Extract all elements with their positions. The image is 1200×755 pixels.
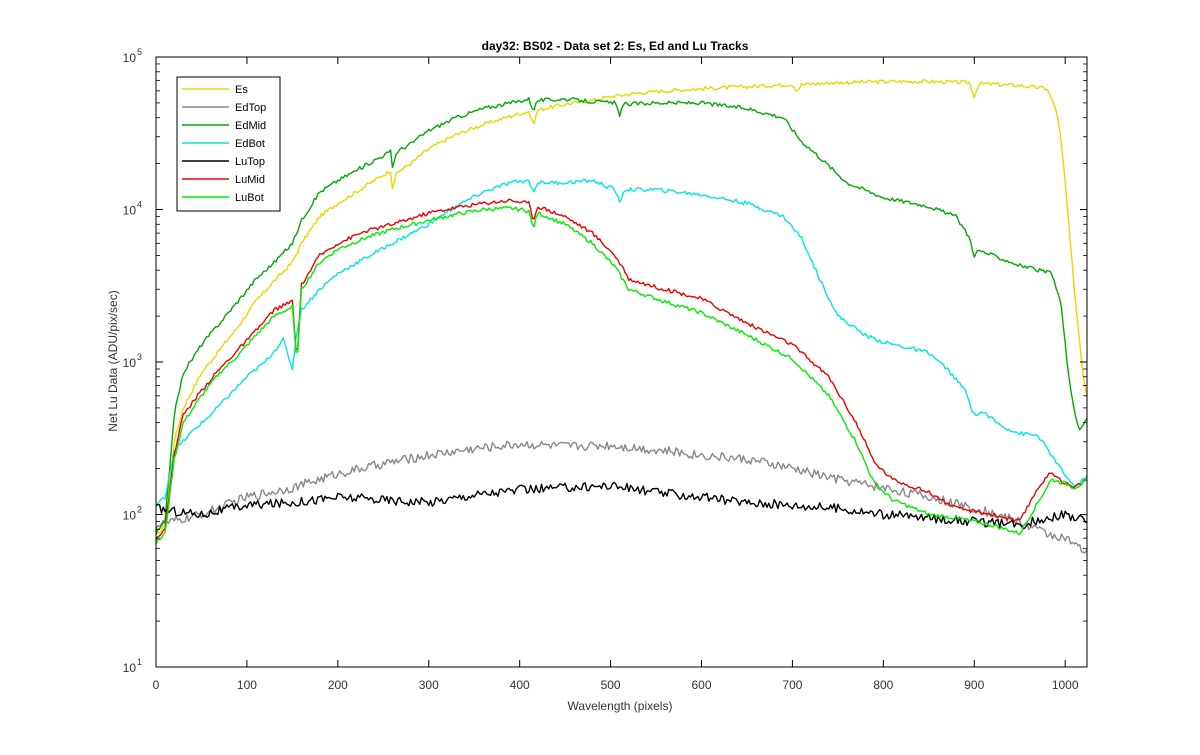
y-tick-label-exponent: 3 [137,352,142,362]
series-line-lubot [156,206,1087,545]
legend-label-lubot: LuBot [235,192,264,204]
series-line-lumid [156,198,1087,541]
legend-label-lumid: LuMid [235,174,265,186]
y-tick-label: 10 [123,356,137,370]
x-tick-label: 300 [419,678,439,692]
x-tick-label: 800 [873,678,893,692]
y-tick-label-exponent: 4 [137,200,142,210]
series-line-edbot [156,178,1087,506]
series-line-edmid [156,97,1087,535]
legend-label-edbot: EdBot [235,138,265,150]
x-axis-label: Wavelength (pixels) [568,699,673,713]
x-tick-label: 600 [691,678,711,692]
series-line-es [156,79,1087,536]
y-tick-label: 10 [123,51,137,65]
series-layer [156,79,1087,554]
series-line-lutop [156,481,1087,530]
x-tick-label: 1000 [1052,678,1079,692]
y-tick-label: 10 [123,204,137,218]
x-tick-label: 0 [153,678,160,692]
y-tick-label-exponent: 5 [137,47,142,57]
legend: Es EdTop EdMid EdBot LuTop LuMid LuBot [176,76,281,212]
x-tick-label: 900 [964,678,984,692]
y-tick-label-exponent: 1 [137,657,142,667]
x-tick-label: 200 [328,678,348,692]
chart-title: day32: BS02 - Data set 2: Es, Ed and Lu … [482,39,749,53]
legend-label-es: Es [235,84,248,96]
y-tick-label: 10 [123,661,137,675]
x-tick-label: 100 [237,678,257,692]
y-axis-label: Net Lu Data (ADU/pix/sec) [106,290,120,431]
x-tick-label: 400 [510,678,530,692]
series-line-edtop [156,440,1087,554]
legend-label-edmid: EdMid [235,120,266,132]
legend-label-lutop: LuTop [235,156,265,168]
legend-label-edtop: EdTop [235,102,266,114]
x-tick-label: 700 [782,678,802,692]
x-tick-label: 500 [601,678,621,692]
y-tick-label-exponent: 2 [137,505,142,515]
legend-box [176,76,281,212]
y-tick-label: 10 [123,509,137,523]
